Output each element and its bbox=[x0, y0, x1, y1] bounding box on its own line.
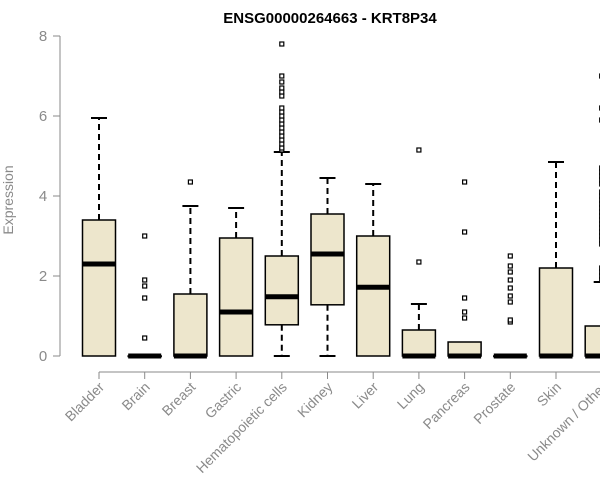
box-group-lung bbox=[401, 147, 437, 359]
outlier-point bbox=[507, 293, 513, 299]
iqr-box bbox=[355, 235, 391, 357]
x-tick-label: Skin bbox=[534, 379, 565, 410]
y-tick-label: 4 bbox=[39, 188, 47, 205]
outlier-point bbox=[462, 179, 468, 185]
x-tick-label: Gastric bbox=[202, 379, 245, 422]
iqr-box bbox=[584, 325, 600, 357]
outlier-point bbox=[279, 137, 285, 143]
box-group-breast bbox=[173, 179, 208, 359]
y-tick-label: 2 bbox=[39, 268, 47, 285]
outlier-point bbox=[507, 263, 513, 269]
outlier-point bbox=[507, 285, 513, 291]
x-tick-label: Prostate bbox=[470, 379, 518, 427]
box-group-skin bbox=[538, 161, 574, 359]
x-tick-label: Lung bbox=[394, 379, 427, 412]
outlier-point bbox=[142, 283, 148, 289]
outlier-point bbox=[279, 141, 285, 147]
iqr-box bbox=[310, 213, 345, 306]
outlier-point bbox=[187, 179, 193, 185]
plot-area: 0 2 4 6 8 Bladder Brain Breast GastricHematopoie… bbox=[39, 28, 600, 476]
outlier-point bbox=[142, 335, 148, 341]
x-tick-label: Hematopoietic cells bbox=[193, 379, 290, 476]
outlier-point bbox=[462, 315, 468, 321]
outlier-point bbox=[462, 229, 468, 235]
outlier-point bbox=[462, 295, 468, 301]
y-tick-label: 0 bbox=[39, 348, 47, 365]
x-tick-label: Brain bbox=[118, 379, 152, 413]
outlier-point bbox=[142, 295, 148, 301]
outlier-point bbox=[142, 233, 148, 239]
outlier-point bbox=[279, 85, 285, 91]
outlier-point bbox=[416, 147, 422, 153]
iqr-box bbox=[81, 219, 117, 357]
outlier-point bbox=[279, 129, 285, 135]
outlier-point bbox=[507, 317, 513, 323]
y-axis-label: Expression bbox=[0, 165, 16, 234]
iqr-box bbox=[401, 329, 437, 357]
chart-title: ENSG00000264663 - KRT8P34 bbox=[223, 10, 437, 27]
box-group-hematopoietic-cells bbox=[264, 41, 300, 357]
box-group-liver bbox=[355, 183, 391, 357]
iqr-box bbox=[538, 267, 574, 357]
y-tick-label: 8 bbox=[39, 28, 47, 45]
outlier-point bbox=[279, 41, 285, 47]
outlier-point bbox=[279, 145, 285, 151]
outlier-point bbox=[279, 105, 285, 111]
x-tick-label: Breast bbox=[159, 379, 199, 419]
outlier-point bbox=[507, 277, 513, 283]
box-group-prostate bbox=[493, 253, 528, 359]
box-group-bladder bbox=[81, 117, 117, 357]
x-tick-label: Bladder bbox=[62, 379, 108, 425]
x-tick-label: Kidney bbox=[294, 379, 336, 421]
box-group-kidney bbox=[310, 177, 345, 357]
outlier-point bbox=[507, 299, 513, 305]
iqr-box bbox=[218, 237, 254, 357]
outlier-point bbox=[507, 253, 513, 259]
box-group-pancreas bbox=[447, 179, 482, 359]
outlier-point bbox=[279, 73, 285, 79]
box-group-gastric bbox=[218, 207, 254, 357]
box-group-unknown-other bbox=[584, 73, 600, 359]
iqr-box bbox=[264, 255, 300, 326]
outlier-point bbox=[416, 259, 422, 265]
outlier-point bbox=[142, 277, 148, 283]
x-tick-label: Pancreas bbox=[420, 379, 473, 432]
outlier-point bbox=[507, 269, 513, 275]
iqr-box bbox=[173, 293, 208, 357]
y-tick-label: 6 bbox=[39, 108, 47, 125]
outlier-point bbox=[462, 309, 468, 315]
box-group-brain bbox=[127, 233, 162, 359]
outlier-point bbox=[279, 133, 285, 139]
x-tick-label: Liver bbox=[349, 379, 382, 412]
outlier-point bbox=[279, 79, 285, 85]
